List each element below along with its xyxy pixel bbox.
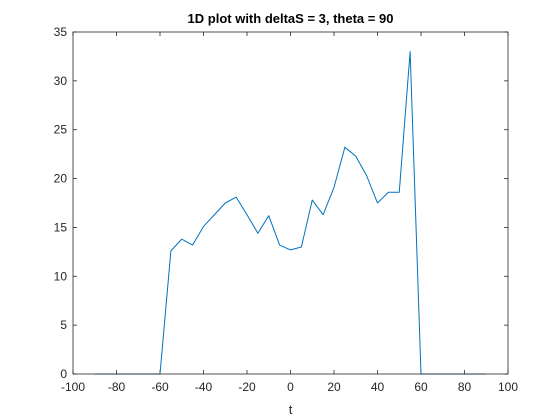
axes-box bbox=[72, 31, 509, 375]
y-tick-label: 0 bbox=[60, 367, 67, 381]
plot-area: -100 -80 -60 -40 -20 0 20 40 60 80 100 0 5 10 15 20 25 3… bbox=[54, 25, 519, 394]
y-tick-label: 10 bbox=[54, 269, 68, 283]
x-tick-label: 0 bbox=[287, 380, 294, 394]
x-axis-label: t bbox=[289, 402, 293, 417]
y-tick-label: 5 bbox=[60, 318, 67, 332]
x-tick-label: -100 bbox=[61, 380, 85, 394]
y-tick-label: 25 bbox=[54, 123, 68, 137]
y-tick-label: 30 bbox=[54, 74, 68, 88]
x-tick-label: 80 bbox=[458, 380, 472, 394]
x-tick-label: -40 bbox=[195, 380, 213, 394]
y-tick-label: 20 bbox=[54, 172, 68, 186]
x-tick-label: 40 bbox=[371, 380, 385, 394]
x-axis-ticks: -100 -80 -60 -40 -20 0 20 40 60 80 100 bbox=[61, 32, 518, 394]
y-tick-label: 35 bbox=[54, 25, 68, 39]
axes-background bbox=[73, 32, 508, 374]
y-axis-ticks: 0 5 10 15 20 25 30 35 bbox=[54, 25, 508, 381]
x-tick-label: 100 bbox=[498, 380, 518, 394]
x-tick-label: -80 bbox=[108, 380, 126, 394]
y-tick-label: 15 bbox=[54, 220, 68, 234]
x-tick-label: -20 bbox=[238, 380, 256, 394]
x-tick-label: -60 bbox=[151, 380, 169, 394]
x-tick-label: 60 bbox=[414, 380, 428, 394]
chart-title: 1D plot with deltaS = 3, theta = 90 bbox=[188, 11, 394, 26]
x-tick-label: 20 bbox=[327, 380, 341, 394]
